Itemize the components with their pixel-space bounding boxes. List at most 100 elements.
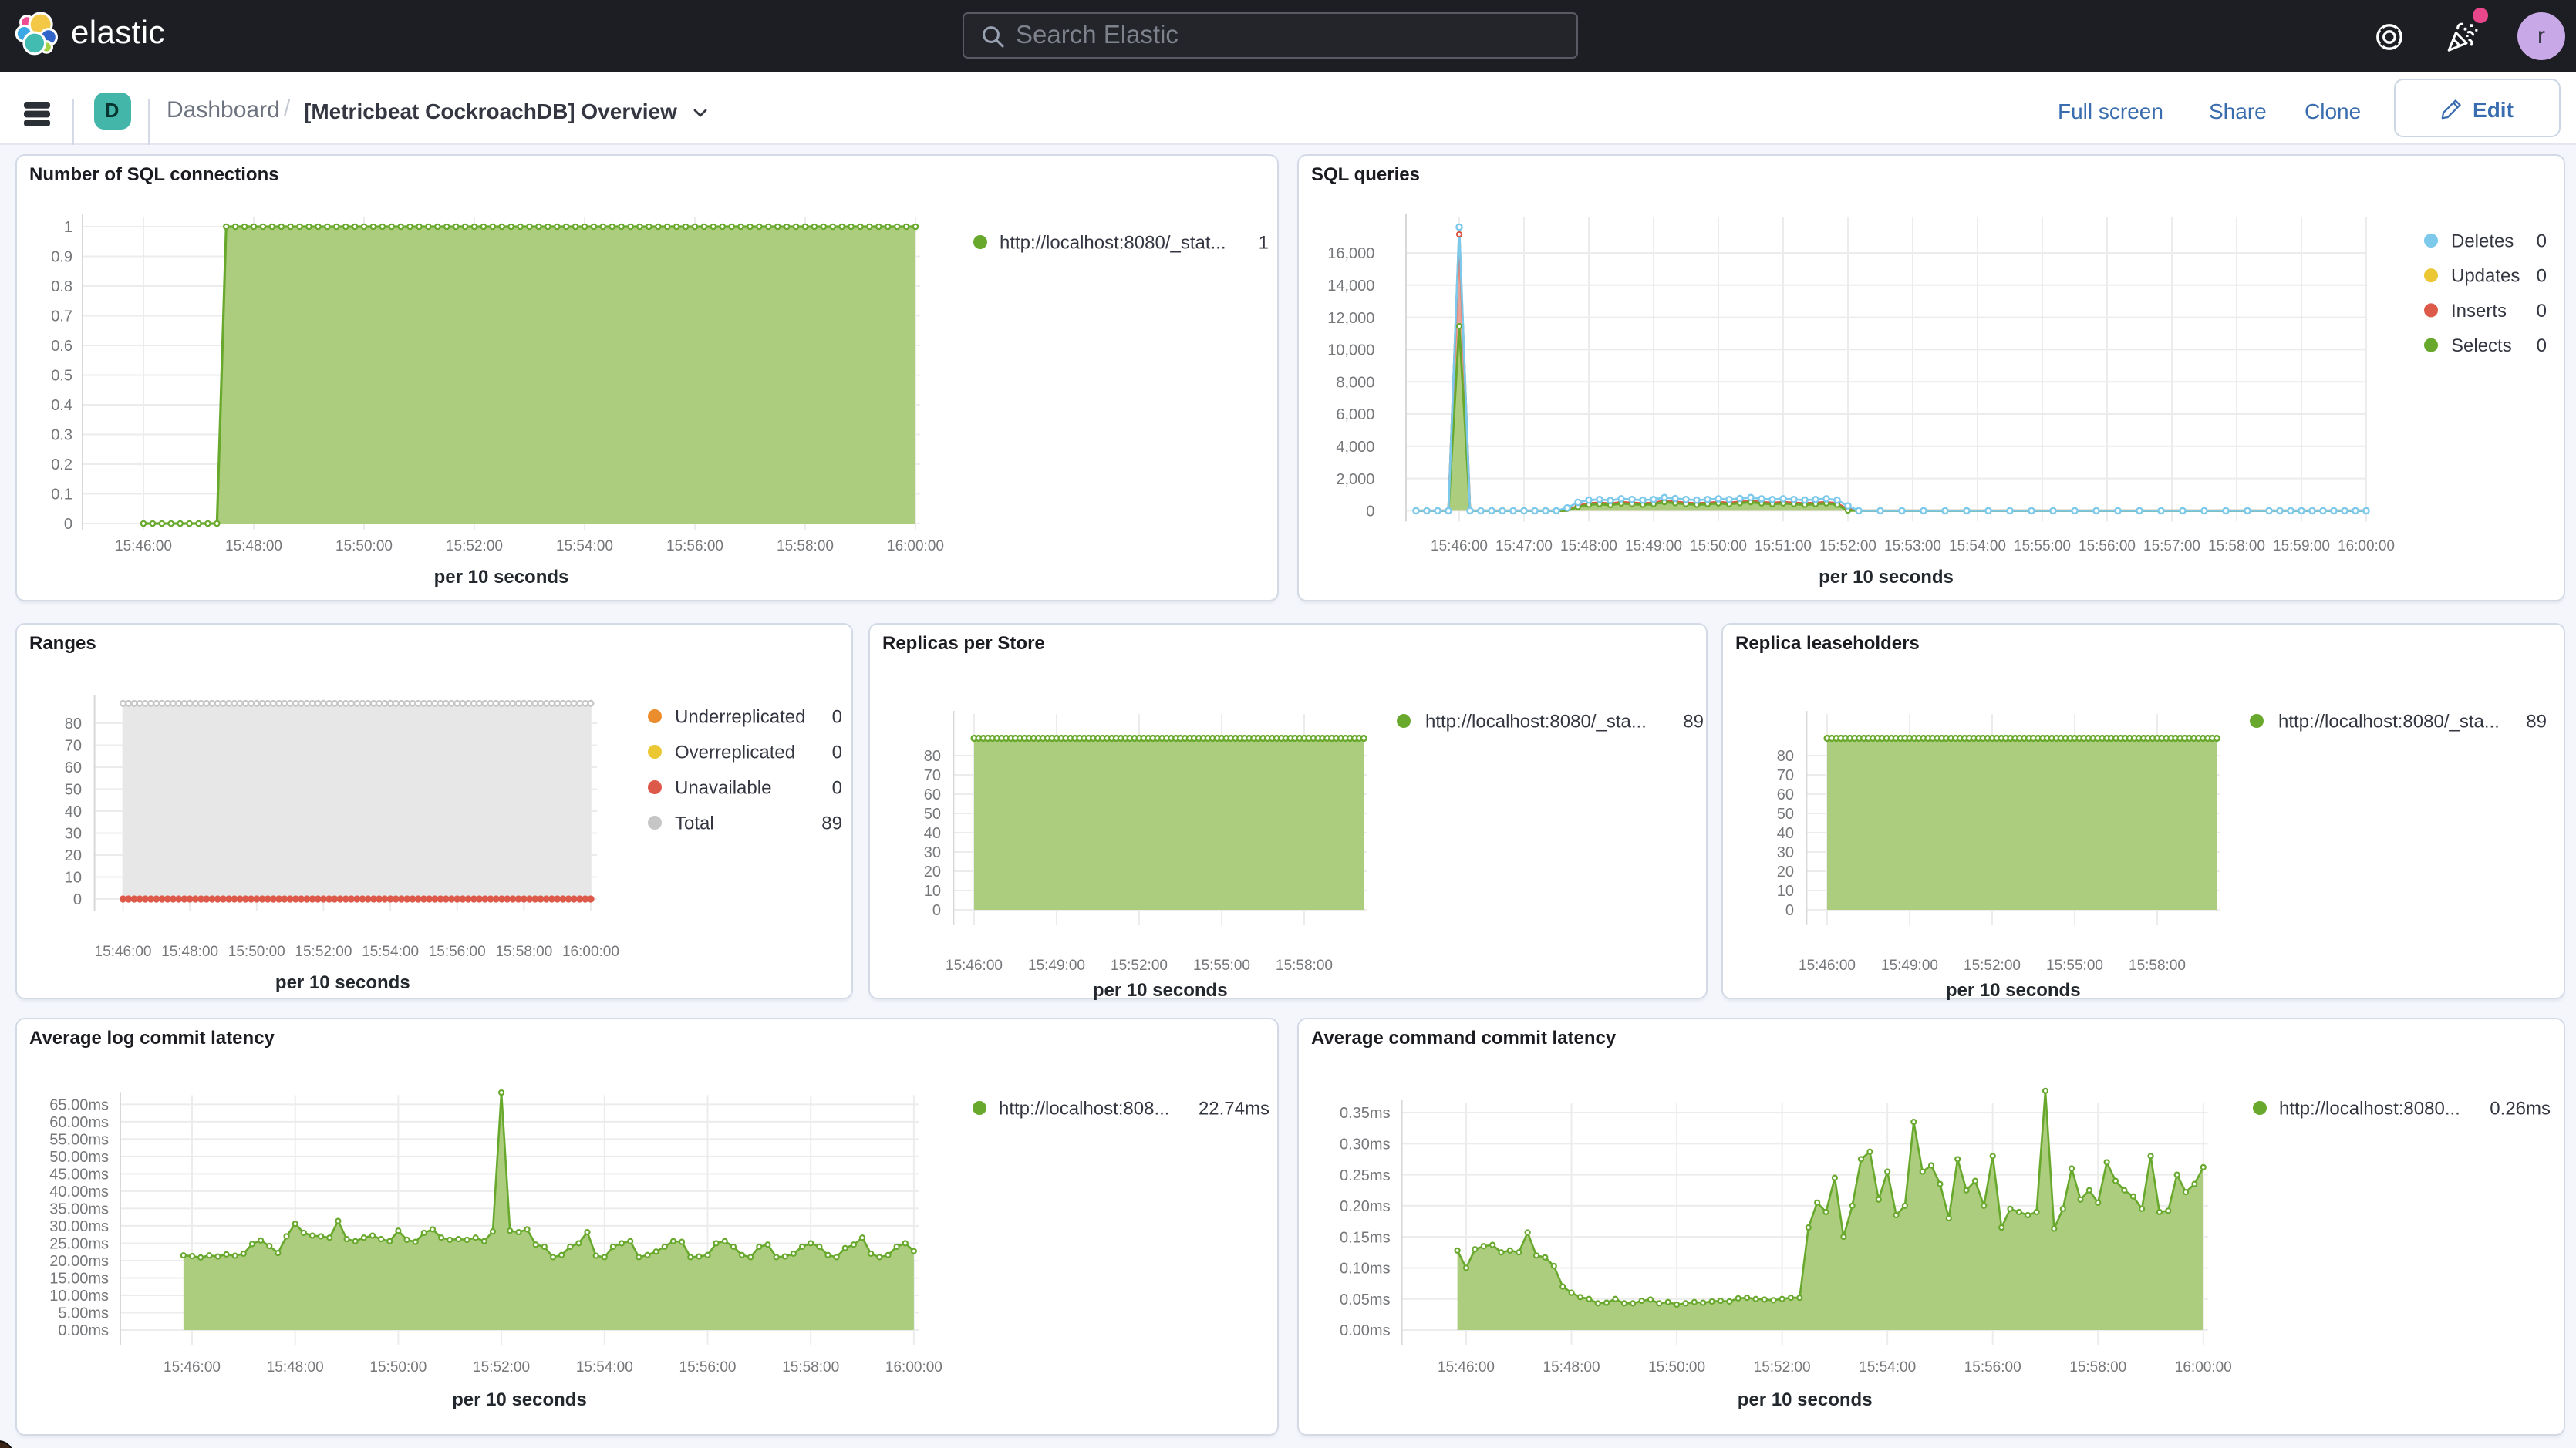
- svg-text:15:58:00: 15:58:00: [2207, 537, 2264, 554]
- svg-text:15:50:00: 15:50:00: [1689, 537, 1746, 554]
- svg-text:Underreplicated: Underreplicated: [674, 705, 804, 726]
- svg-text:50: 50: [923, 805, 940, 822]
- svg-text:0.35ms: 0.35ms: [1339, 1104, 1390, 1121]
- svg-text:15:56:00: 15:56:00: [428, 943, 485, 959]
- svg-text:15:56:00: 15:56:00: [2078, 537, 2135, 554]
- svg-text:8,000: 8,000: [1335, 373, 1374, 390]
- svg-text:per 10 seconds: per 10 seconds: [433, 566, 568, 587]
- svg-text:15:46:00: 15:46:00: [945, 957, 1002, 973]
- svg-text:0.25ms: 0.25ms: [1339, 1167, 1390, 1184]
- svg-text:Replica leaseholders: Replica leaseholders: [1735, 632, 1920, 653]
- svg-text:15:54:00: 15:54:00: [575, 1359, 632, 1375]
- svg-text:0.9: 0.9: [50, 248, 72, 265]
- svg-text:20.00ms: 20.00ms: [49, 1252, 108, 1269]
- svg-text:15:58:00: 15:58:00: [776, 537, 833, 554]
- svg-text:per 10 seconds: per 10 seconds: [1737, 1389, 1872, 1409]
- svg-text:Total: Total: [674, 812, 713, 833]
- svg-text:per 10 seconds: per 10 seconds: [1818, 566, 1953, 587]
- svg-text:10: 10: [923, 882, 940, 899]
- svg-text:50: 50: [64, 781, 81, 798]
- svg-text:50: 50: [1777, 805, 1794, 822]
- svg-text:0.00ms: 0.00ms: [1339, 1322, 1390, 1339]
- svg-text:20: 20: [64, 847, 81, 864]
- svg-text:15:48:00: 15:48:00: [1559, 537, 1617, 554]
- svg-text:4,000: 4,000: [1335, 438, 1374, 455]
- svg-text:15:50:00: 15:50:00: [228, 943, 285, 959]
- svg-text:15:54:00: 15:54:00: [361, 943, 418, 959]
- svg-text:per 10 seconds: per 10 seconds: [451, 1389, 586, 1409]
- svg-text:15:46:00: 15:46:00: [1430, 537, 1487, 554]
- svg-text:0: 0: [2536, 300, 2546, 321]
- svg-text:0: 0: [831, 741, 841, 762]
- svg-text:0: 0: [831, 776, 841, 797]
- svg-text:15:52:00: 15:52:00: [1819, 537, 1876, 554]
- svg-text:15:48:00: 15:48:00: [160, 943, 217, 959]
- svg-text:16,000: 16,000: [1327, 244, 1374, 261]
- svg-text:Average command commit latency: Average command commit latency: [1310, 1027, 1616, 1048]
- svg-text:http://localhost:8080/_stat...: http://localhost:8080/_stat...: [999, 231, 1226, 252]
- svg-text:0: 0: [2536, 335, 2546, 355]
- svg-text:20: 20: [1777, 863, 1794, 880]
- svg-text:0: 0: [1785, 901, 1794, 918]
- svg-text:14,000: 14,000: [1327, 277, 1374, 294]
- svg-text:15:55:00: 15:55:00: [1192, 957, 1249, 973]
- svg-text:0.6: 0.6: [50, 337, 72, 354]
- svg-text:15:58:00: 15:58:00: [781, 1359, 838, 1375]
- svg-text:15:58:00: 15:58:00: [2129, 957, 2186, 973]
- svg-text:55.00ms: 55.00ms: [49, 1131, 108, 1148]
- svg-text:30.00ms: 30.00ms: [49, 1217, 108, 1234]
- svg-text:16:00:00: 16:00:00: [885, 1359, 942, 1375]
- svg-text:15:56:00: 15:56:00: [666, 537, 723, 554]
- svg-text:0: 0: [831, 705, 841, 726]
- svg-text:40: 40: [1777, 824, 1794, 841]
- svg-text:16:00:00: 16:00:00: [886, 537, 943, 554]
- svg-text:0: 0: [932, 901, 940, 918]
- svg-text:0: 0: [63, 515, 72, 532]
- svg-text:70: 70: [64, 737, 81, 754]
- svg-text:16:00:00: 16:00:00: [2337, 537, 2394, 554]
- svg-text:15:47:00: 15:47:00: [1495, 537, 1552, 554]
- svg-text:http://localhost:808...: http://localhost:808...: [998, 1097, 1168, 1118]
- svg-text:0.8: 0.8: [50, 278, 72, 295]
- svg-text:70: 70: [1777, 766, 1794, 783]
- svg-text:15:46:00: 15:46:00: [94, 943, 151, 959]
- svg-text:0.5: 0.5: [50, 367, 72, 384]
- svg-text:0.15ms: 0.15ms: [1339, 1228, 1390, 1245]
- svg-text:15:58:00: 15:58:00: [494, 943, 551, 959]
- svg-text:15:48:00: 15:48:00: [224, 537, 282, 554]
- svg-text:15:49:00: 15:49:00: [1027, 957, 1084, 973]
- svg-text:0.2: 0.2: [50, 456, 72, 473]
- svg-text:per 10 seconds: per 10 seconds: [275, 972, 410, 992]
- svg-text:0.00ms: 0.00ms: [57, 1322, 108, 1339]
- svg-text:SQL queries: SQL queries: [1310, 163, 1419, 184]
- svg-text:16:00:00: 16:00:00: [561, 943, 619, 959]
- svg-text:15:52:00: 15:52:00: [1964, 957, 2021, 973]
- svg-text:0.7: 0.7: [50, 308, 72, 325]
- svg-text:40: 40: [923, 824, 940, 841]
- svg-text:Deletes: Deletes: [2450, 230, 2513, 251]
- svg-text:http://localhost:8080...: http://localhost:8080...: [2278, 1097, 2460, 1118]
- svg-text:10,000: 10,000: [1327, 342, 1374, 359]
- svg-text:22.74ms: 22.74ms: [1198, 1097, 1269, 1118]
- svg-text:15:58:00: 15:58:00: [1275, 957, 1332, 973]
- svg-text:15:56:00: 15:56:00: [1964, 1359, 2021, 1375]
- svg-text:15:55:00: 15:55:00: [2013, 537, 2070, 554]
- svg-text:15:52:00: 15:52:00: [472, 1359, 529, 1375]
- svg-text:0.05ms: 0.05ms: [1339, 1291, 1390, 1308]
- svg-text:15:54:00: 15:54:00: [1858, 1359, 1915, 1375]
- svg-text:Average log commit latency: Average log commit latency: [29, 1027, 275, 1048]
- svg-text:30: 30: [1777, 844, 1794, 860]
- svg-text:0.26ms: 0.26ms: [2489, 1097, 2550, 1118]
- svg-text:15:53:00: 15:53:00: [1883, 537, 1940, 554]
- svg-text:16:00:00: 16:00:00: [2174, 1359, 2231, 1375]
- svg-text:20: 20: [923, 863, 940, 880]
- svg-text:89: 89: [2526, 710, 2547, 731]
- svg-text:0.3: 0.3: [50, 426, 72, 443]
- svg-text:0.4: 0.4: [50, 396, 72, 413]
- svg-text:0: 0: [72, 891, 81, 908]
- svg-text:15:46:00: 15:46:00: [163, 1359, 220, 1375]
- svg-text:89: 89: [1682, 710, 1703, 731]
- svg-text:0.10ms: 0.10ms: [1339, 1260, 1390, 1277]
- svg-text:10: 10: [64, 869, 81, 886]
- svg-text:25.00ms: 25.00ms: [49, 1235, 108, 1252]
